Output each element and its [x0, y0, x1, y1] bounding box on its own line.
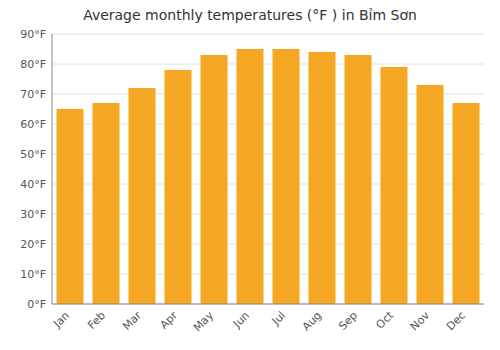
x-tick-label: Apr — [157, 309, 180, 332]
x-tick-label: Oct — [373, 308, 396, 331]
y-tick-label: 10°F — [20, 268, 46, 281]
x-tick-label: Jul — [269, 309, 288, 328]
y-grid — [52, 34, 484, 304]
bar — [165, 70, 192, 304]
y-tick-label: 90°F — [20, 28, 46, 41]
y-tick-label: 80°F — [20, 58, 46, 71]
bars — [57, 49, 480, 304]
y-tick-label: 40°F — [20, 178, 46, 191]
y-tick-label: 50°F — [20, 148, 46, 161]
y-tick-label: 0°F — [27, 298, 46, 311]
bar — [453, 103, 480, 304]
y-tick-label: 20°F — [20, 238, 46, 251]
bar — [345, 55, 372, 304]
x-tick-label: Sep — [336, 309, 360, 333]
bar — [57, 109, 84, 304]
y-tick-label: 70°F — [20, 88, 46, 101]
x-tick-label: Mar — [120, 309, 144, 333]
chart-svg: Average monthly temperatures (°F ) in Bỉ… — [0, 0, 500, 350]
x-tick-label: Jan — [50, 309, 72, 331]
bar — [417, 85, 444, 304]
bar — [273, 49, 300, 304]
grid-line — [52, 34, 484, 35]
chart-container: Average monthly temperatures (°F ) in Bỉ… — [0, 0, 500, 350]
x-tick-label: Aug — [300, 309, 324, 333]
x-tick-label: Jun — [230, 309, 252, 331]
y-tick-label: 30°F — [20, 208, 46, 221]
y-axis-line — [52, 34, 53, 304]
x-tick-label: May — [191, 309, 217, 335]
x-tick-label: Feb — [85, 309, 108, 332]
bar — [237, 49, 264, 304]
bar — [93, 103, 120, 304]
x-tick-label: Dec — [444, 309, 468, 333]
bar — [201, 55, 228, 304]
grid-line — [52, 64, 484, 65]
x-axis-line — [52, 304, 484, 305]
bar — [129, 88, 156, 304]
y-tick-label: 60°F — [20, 118, 46, 131]
grid-line — [52, 304, 484, 305]
x-tick-label: Nov — [408, 309, 433, 334]
bar — [381, 67, 408, 304]
bar — [309, 52, 336, 304]
title: Average monthly temperatures (°F ) in Bỉ… — [83, 7, 417, 23]
